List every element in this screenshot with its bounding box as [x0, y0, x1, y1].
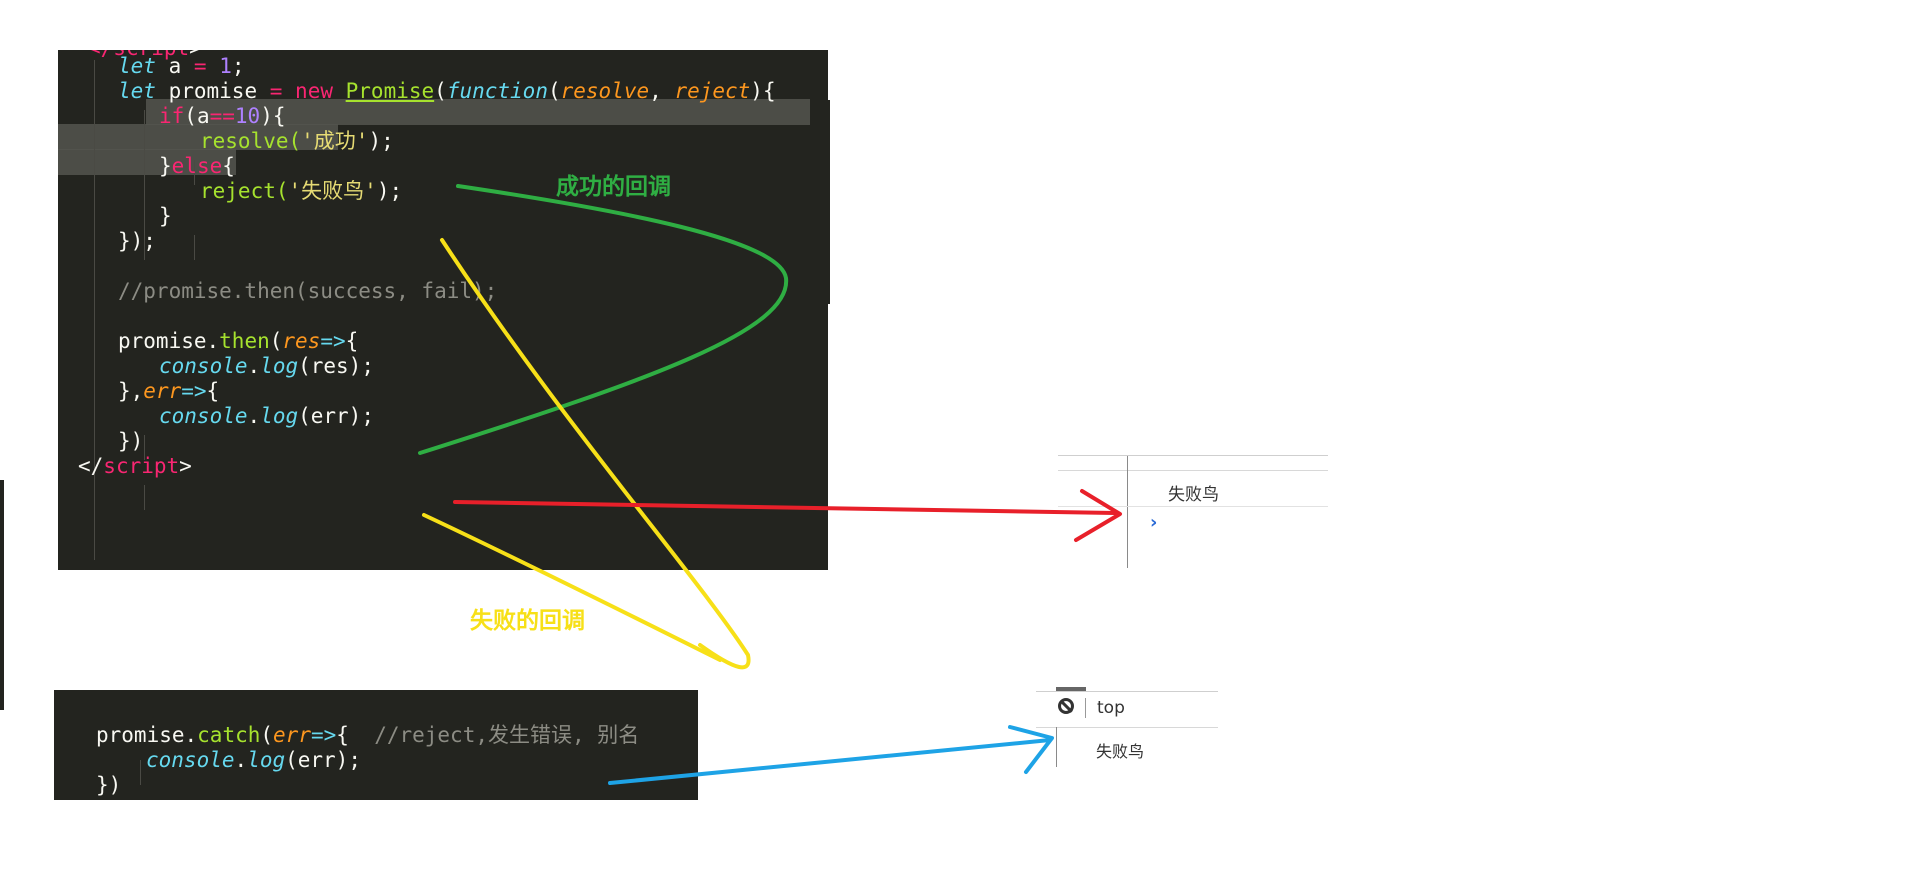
blue-arrow-line	[610, 740, 1050, 783]
red-arrow-line	[455, 502, 1115, 513]
green-success-curve	[420, 186, 786, 453]
red-arrowhead	[1076, 491, 1120, 540]
blue-arrowhead	[1010, 727, 1052, 772]
yellow-reject-curve	[442, 240, 749, 667]
yellow-err-curve	[424, 515, 720, 660]
